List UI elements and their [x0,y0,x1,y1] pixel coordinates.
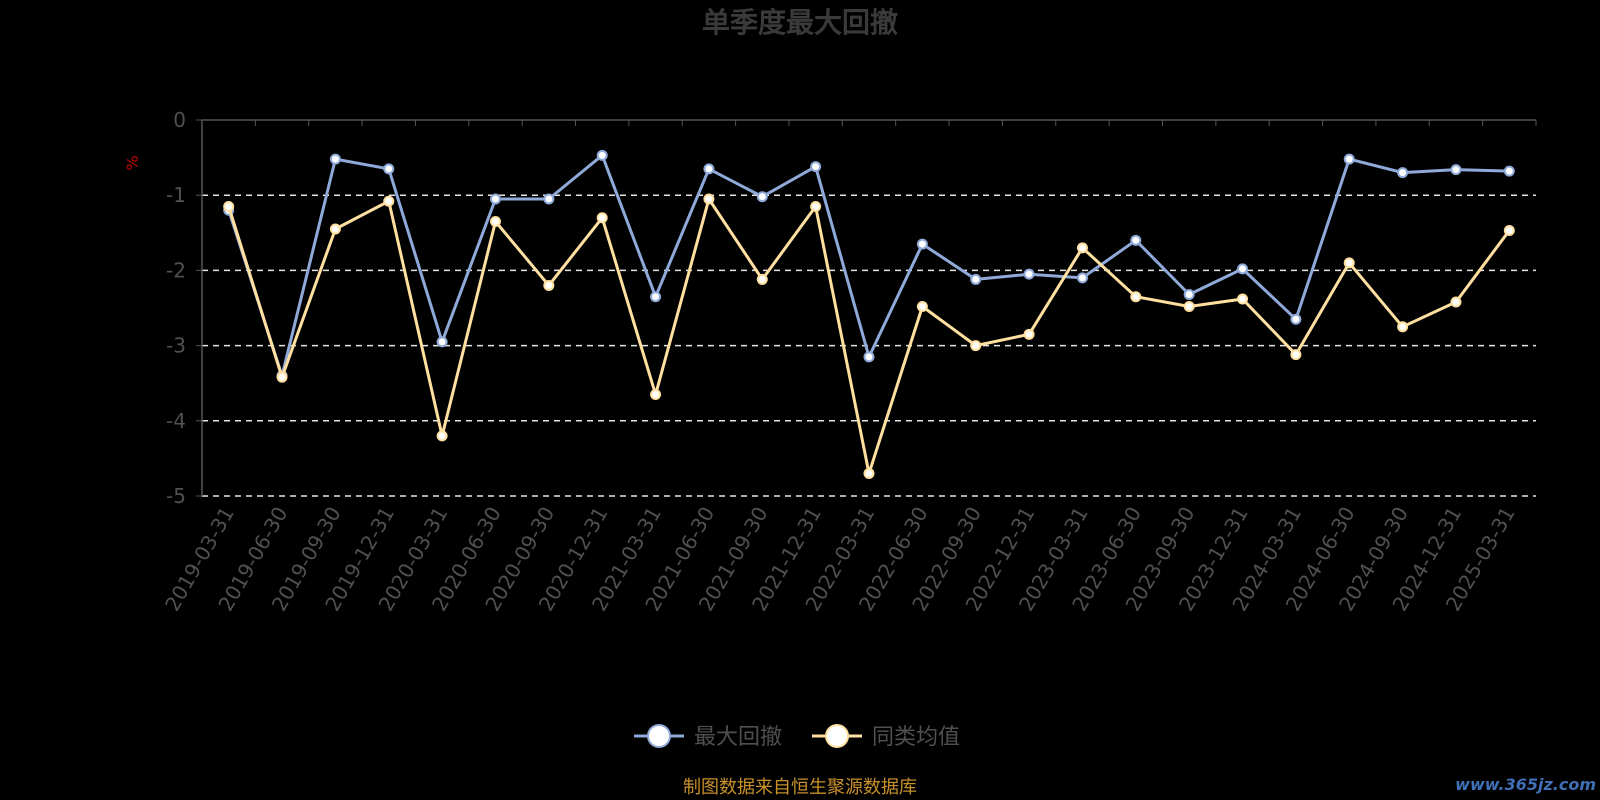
watermark: www.365jz.com [1455,775,1596,794]
data-point[interactable] [1397,167,1409,179]
data-point[interactable] [650,388,662,400]
data-point[interactable] [863,467,875,479]
legend-marker [825,724,849,748]
data-point[interactable] [1023,268,1035,280]
data-point[interactable] [223,200,235,212]
data-point[interactable] [1503,225,1515,237]
data-point[interactable] [1130,291,1142,303]
data-point[interactable] [756,273,768,285]
y-tick-label: -5 [166,484,186,508]
data-point[interactable] [436,336,448,348]
footer-source: 制图数据来自恒生聚源数据库 [683,777,917,798]
y-tick-label: -3 [166,334,186,358]
series-2 [223,193,1515,479]
data-point[interactable] [1076,272,1088,284]
data-point[interactable] [1290,313,1302,325]
data-point[interactable] [489,193,501,205]
y-tick-label: -4 [166,409,186,433]
data-point[interactable] [1397,321,1409,333]
data-point[interactable] [916,300,928,312]
data-point[interactable] [596,149,608,161]
data-point[interactable] [489,216,501,228]
data-point[interactable] [596,212,608,224]
data-point[interactable] [810,200,822,212]
data-point[interactable] [543,279,555,291]
legend-label: 同类均值 [872,725,960,750]
data-point[interactable] [1237,293,1249,305]
x-tick-labels: 2019-03-312019-06-302019-09-302019-12-31… [160,502,1520,615]
data-point[interactable] [970,340,982,352]
y-tick-label: -2 [166,258,186,282]
series-line [227,197,1511,475]
data-point[interactable] [436,430,448,442]
y-tick-label: 0 [173,108,186,132]
series-1 [223,149,1515,382]
y-tick-labels: 0 -1 -2 -3 -4 -5 [166,108,186,508]
legend-label: 最大回撤 [694,725,782,750]
y-axis-unit: % [123,155,142,170]
data-point[interactable] [916,238,928,250]
y-tick-label: -1 [166,183,186,207]
series-layer [223,149,1515,479]
data-point[interactable] [1023,328,1035,340]
data-point[interactable] [756,191,768,203]
data-point[interactable] [1343,153,1355,165]
grid-lines [202,194,1536,497]
data-point[interactable] [970,273,982,285]
data-point[interactable] [276,371,288,383]
data-point[interactable] [1183,288,1195,300]
data-point[interactable] [1343,257,1355,269]
chart-title: 单季度最大回撤 [702,6,898,39]
data-point[interactable] [1130,234,1142,246]
data-point[interactable] [703,193,715,205]
legend[interactable]: 最大回撤 同类均值 [634,724,960,750]
data-point[interactable] [543,193,555,205]
data-point[interactable] [863,351,875,363]
data-point[interactable] [329,223,341,235]
data-point[interactable] [650,291,662,303]
axes [196,119,1537,497]
data-point[interactable] [1183,300,1195,312]
data-point[interactable] [1076,242,1088,254]
data-point[interactable] [1290,349,1302,361]
data-point[interactable] [1450,296,1462,308]
data-point[interactable] [1237,263,1249,275]
data-point[interactable] [810,161,822,173]
data-point[interactable] [703,163,715,175]
data-point[interactable] [383,163,395,175]
legend-marker [647,724,671,748]
legend-item-2[interactable]: 同类均值 [812,724,960,750]
data-point[interactable] [383,195,395,207]
data-point[interactable] [1450,164,1462,176]
legend-item-1[interactable]: 最大回撤 [634,724,782,750]
data-point[interactable] [329,153,341,165]
data-point[interactable] [1503,165,1515,177]
